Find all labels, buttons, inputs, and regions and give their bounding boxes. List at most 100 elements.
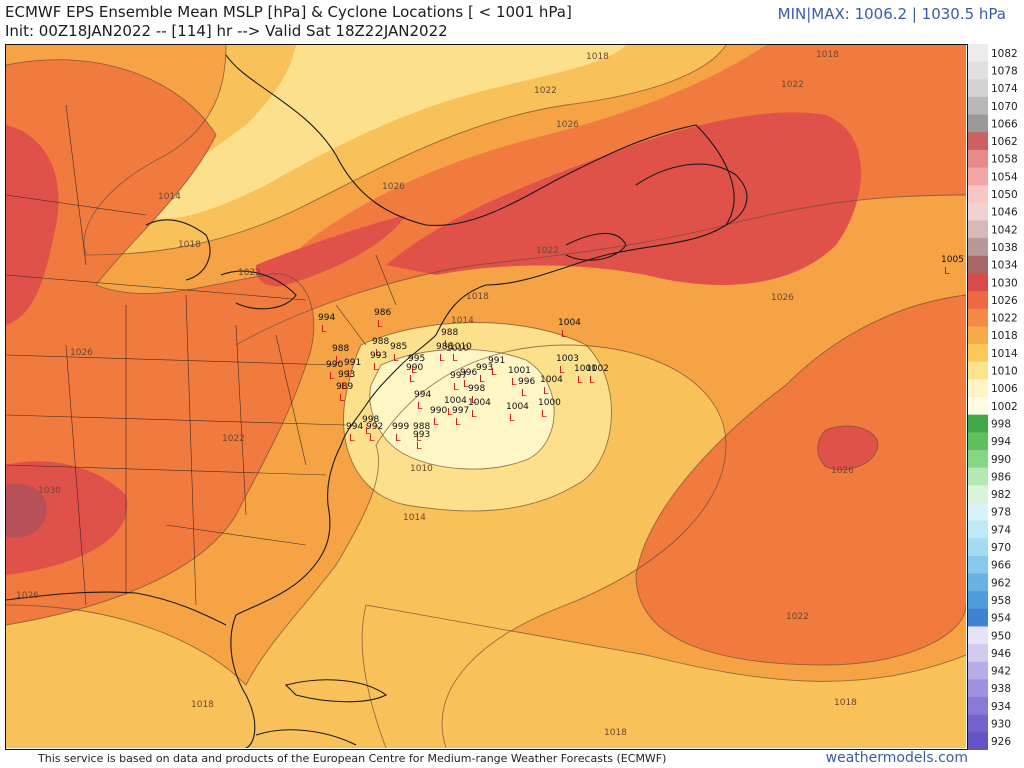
- cyclone-pressure-label: 1005: [941, 255, 964, 265]
- cyclone-pressure-label: 996: [518, 377, 535, 387]
- cyclone-pressure-label: 988: [332, 344, 349, 354]
- site-link[interactable]: weathermodels.com: [825, 750, 968, 766]
- isobar-label: 1018: [586, 52, 609, 62]
- colorbar-label: 950: [991, 630, 1011, 642]
- cyclone-pressure-label: 994: [318, 313, 335, 323]
- pressure-band-1014-north: [146, 45, 626, 219]
- colorbar-label: 970: [991, 542, 1011, 554]
- colorbar-label: 1078: [991, 65, 1018, 77]
- colorbar-swatch: [968, 502, 988, 522]
- colorbar-label: 938: [991, 683, 1011, 695]
- low-pressure-icon: L: [521, 388, 527, 399]
- low-pressure-icon: L: [511, 377, 517, 388]
- colorbar-label: 926: [991, 736, 1011, 748]
- colorbar-label: 942: [991, 666, 1011, 678]
- isobar-label: 1010: [446, 344, 469, 354]
- colorbar-label: 1022: [991, 313, 1018, 325]
- colorbar-swatch: [968, 96, 988, 116]
- low-pressure-icon: L: [416, 441, 422, 452]
- isobar-label: 1022: [534, 86, 557, 96]
- colorbar-label: 930: [991, 719, 1011, 731]
- colorbar-swatch: [968, 114, 988, 133]
- map-panel: 1018 1022 1026 1022 1014 1018 1026 1022 …: [5, 44, 968, 750]
- colorbar-swatch: [968, 432, 988, 451]
- isobar-label: 1026: [771, 293, 794, 303]
- colorbar-label: 1038: [991, 242, 1018, 254]
- colorbar-swatch: [968, 697, 988, 716]
- low-pressure-icon: L: [347, 369, 353, 380]
- colorbar-label: 966: [991, 560, 1011, 572]
- data-credit: This service is based on data and produc…: [38, 752, 667, 765]
- colorbar-label: 998: [991, 418, 1011, 430]
- low-pressure-icon: L: [329, 371, 335, 382]
- map-svg: 1018 1022 1026 1022 1014 1018 1026 1022 …: [6, 45, 967, 749]
- cyclone-pressure-label: 1004: [468, 398, 491, 408]
- colorbar-swatch: [968, 626, 988, 645]
- colorbar-label: 1006: [991, 383, 1018, 395]
- cyclone-pressure-label: 988: [413, 422, 430, 432]
- colorbar-label: 1074: [991, 83, 1018, 95]
- colorbar-label: 1010: [991, 366, 1018, 378]
- min-max-readout: MIN|MAX: 1006.2 | 1030.5 hPa: [777, 5, 1006, 23]
- colorbar-label: 1050: [991, 189, 1018, 201]
- pressure-band-1018-north: [84, 45, 727, 255]
- colorbar-label: 1046: [991, 207, 1018, 219]
- colorbar-swatch: [968, 273, 988, 292]
- colorbar-swatch: [968, 79, 988, 98]
- cyclone-pressure-label: 994: [346, 422, 363, 432]
- low-pressure-icon: L: [463, 379, 469, 390]
- isobar-label: 1014: [158, 192, 181, 202]
- low-pressure-icon: L: [321, 324, 327, 335]
- colorbar-swatch: [968, 573, 988, 592]
- cyclone-pressure-label: 991: [344, 358, 361, 368]
- colorbar-swatch: [968, 61, 988, 80]
- cyclone-pressure-label: 999: [392, 422, 409, 432]
- cyclone-pressure-label: 1004: [558, 318, 581, 328]
- isobar-label: 1022: [536, 246, 559, 256]
- cyclone-pressure-label: 988: [441, 328, 458, 338]
- isobar-label: 1022: [781, 80, 804, 90]
- pressure-band-1010-low: [369, 349, 555, 470]
- cyclone-pressure-label: 997: [450, 371, 467, 381]
- low-pressure-icon: L: [377, 319, 383, 330]
- low-pressure-icon: L: [365, 426, 371, 437]
- colorbar-swatch: [968, 149, 988, 169]
- isobar-label: 1030: [38, 486, 61, 496]
- colorbar-swatch: [968, 520, 988, 539]
- isobar-label: 1018: [466, 292, 489, 302]
- header: ECMWF EPS Ensemble Mean MSLP [hPa] & Cyc…: [0, 0, 1024, 44]
- colorbar-label: 1054: [991, 171, 1018, 183]
- pressure-band-1034-sw: [6, 483, 47, 538]
- colorbar-swatch: [968, 255, 988, 274]
- colorbar-swatch: [968, 644, 988, 663]
- cyclone-pressure-label: 997: [452, 406, 469, 416]
- isobar-label: 1026: [16, 591, 39, 601]
- colorbar-swatch: [968, 220, 988, 239]
- colorbar-label: 978: [991, 507, 1011, 519]
- isobar-label: 1014: [451, 316, 474, 326]
- cyclone-pressure-label: 988: [372, 337, 389, 347]
- low-pressure-icon: L: [559, 365, 565, 376]
- cyclone-pressure-label: 998: [468, 384, 485, 394]
- colorbar-swatch: [968, 397, 988, 416]
- isobar-label: 1026: [556, 120, 579, 130]
- isobar-label: 1018: [191, 700, 214, 710]
